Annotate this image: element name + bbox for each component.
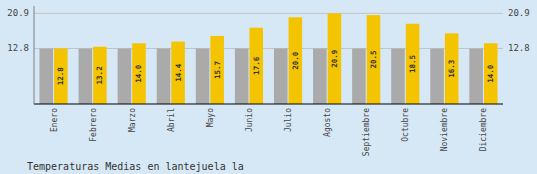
bar <box>79 48 93 104</box>
data-label: 12.8 <box>56 67 65 86</box>
bar <box>39 48 53 104</box>
data-label: 18.5 <box>408 55 417 73</box>
data-label: 20.0 <box>291 51 300 70</box>
y-tick-label: 12.8 <box>7 43 29 53</box>
bar <box>391 48 405 104</box>
x-tick-label: Octubre <box>401 108 410 142</box>
bar <box>171 42 185 104</box>
x-axis-line <box>34 103 503 104</box>
y2-tick-label: 12.8 <box>508 43 530 53</box>
x-tick-label: Agosto <box>323 108 332 137</box>
x-tick-label: Marzo <box>128 108 137 132</box>
bar <box>132 43 146 104</box>
bar <box>274 48 288 104</box>
data-label: 20.9 <box>330 49 339 68</box>
bar <box>210 36 224 104</box>
bar <box>157 48 171 104</box>
data-label: 14.4 <box>174 63 183 82</box>
x-tick-label: Julio <box>284 108 293 132</box>
y2-tick-label: 20.9 <box>508 8 530 18</box>
data-label: 16.3 <box>447 59 456 78</box>
data-label: 13.2 <box>95 66 104 84</box>
x-tick-label: Diciembre <box>479 108 488 152</box>
bars <box>39 13 497 104</box>
bar <box>367 15 381 104</box>
x-tick-label: Septiembre <box>362 108 371 156</box>
bar <box>196 48 210 104</box>
bar <box>484 43 498 104</box>
bar <box>289 17 303 104</box>
x-tick-label: Mayo <box>206 108 215 127</box>
grid-line <box>34 13 503 14</box>
y-axis-line <box>34 6 35 104</box>
x-tick-label: Abril <box>167 108 176 132</box>
bar <box>93 47 107 104</box>
bar <box>235 48 249 104</box>
bar <box>313 48 327 104</box>
title: Temperaturas Medias en lantejuela la <box>27 161 244 172</box>
x-tick-label: Noviembre <box>440 108 449 152</box>
bar <box>328 13 342 104</box>
bar <box>445 33 459 104</box>
bar <box>430 48 444 104</box>
bar <box>469 48 483 104</box>
bar <box>406 24 420 104</box>
chart-svg: 12.8 20.9 12.8 20.9 12.8 13.2 14.0 14.4 15.7 17.6… <box>0 0 537 174</box>
chart-container: 12.8 20.9 12.8 20.9 12.8 13.2 14.0 14.4 15.7 17.6… <box>0 0 537 174</box>
bar <box>54 48 68 104</box>
data-label: 14.0 <box>486 64 495 83</box>
x-tick-label: Enero <box>50 108 59 132</box>
data-label: 15.7 <box>213 61 222 79</box>
bar <box>118 48 132 104</box>
data-label: 14.0 <box>134 64 143 83</box>
data-label: 20.5 <box>369 51 378 69</box>
x-tick-label: Junio <box>245 108 254 132</box>
y-tick-label: 20.9 <box>7 8 29 18</box>
bar <box>249 28 263 104</box>
bar <box>352 48 366 104</box>
data-label: 17.6 <box>252 56 261 75</box>
x-tick-label: Febrero <box>89 108 98 142</box>
